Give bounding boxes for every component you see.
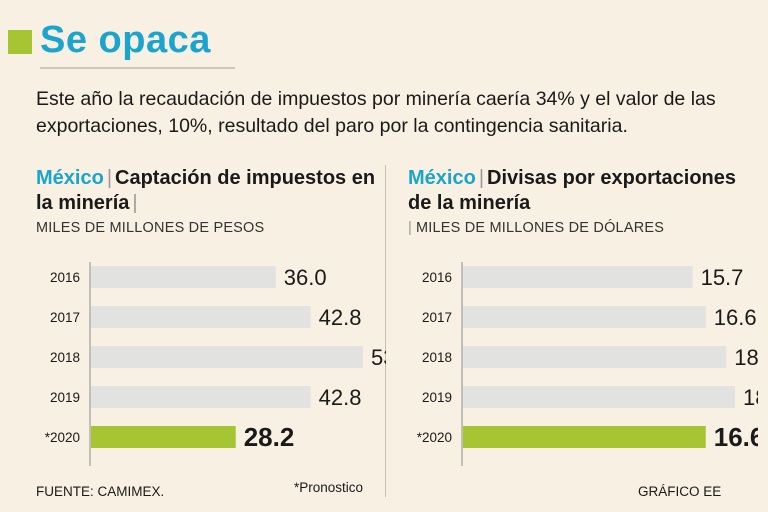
category-label: 2019	[50, 390, 80, 405]
footer-credit: GRÁFICO EE	[638, 484, 722, 499]
bar	[91, 346, 363, 368]
value-label: 28.2	[244, 422, 295, 452]
separator: |	[478, 167, 485, 189]
chart-exports: 2016 15.7 2017 16.6 2018 18.0 2019 18.6 *2020 16.…	[417, 262, 758, 466]
bar-highlight	[463, 426, 706, 448]
panel-exports: México | Divisas por exportaciones de la m…	[408, 166, 758, 236]
value-label: 16.6	[714, 422, 758, 452]
page-title: Se opaca	[40, 19, 211, 61]
panel-exports-country: México	[408, 167, 476, 189]
separator: |	[106, 167, 113, 189]
panel-exports-heading: México | Divisas por exportaciones de la m…	[408, 166, 758, 216]
value-label: 42.8	[319, 385, 362, 410]
bar	[463, 266, 693, 288]
panel-exports-title: Divisas por exportaciones de la minería	[408, 167, 736, 214]
separator: |	[132, 192, 138, 214]
value-label: 18.0	[734, 345, 758, 370]
value-label: 36.0	[284, 265, 327, 290]
bar-highlight	[91, 426, 236, 448]
bar	[463, 386, 735, 408]
panel-taxes: México | Captación de impuestos en la mine…	[36, 166, 386, 236]
panel-divider	[385, 165, 386, 497]
category-label: 2019	[422, 390, 452, 405]
category-label: 2016	[50, 270, 80, 285]
category-label: 2016	[422, 270, 452, 285]
chart-taxes: 2016 36.0 2017 42.8 2018 53.0 2019 42.8 *2020 28.…	[45, 262, 386, 466]
bar	[91, 386, 311, 408]
title-accent-square	[8, 30, 32, 54]
value-label: 15.7	[701, 265, 744, 290]
value-label: 18.6	[743, 385, 758, 410]
value-label: 53.0	[371, 345, 386, 370]
category-label: 2017	[422, 310, 452, 325]
category-label: 2017	[50, 310, 80, 325]
footer-source: FUENTE: CAMIMEX.	[36, 484, 165, 499]
panel-exports-units: MILES DE MILLONES DE DÓLARES	[415, 220, 665, 236]
bar	[91, 306, 311, 328]
separator: |	[408, 220, 412, 236]
title-underline	[40, 67, 235, 69]
panel-taxes-title: Captación de impuestos en la minería	[36, 167, 376, 214]
bar	[91, 266, 276, 288]
category-label: 2018	[422, 350, 452, 365]
bar	[463, 346, 727, 368]
panel-taxes-heading: México | Captación de impuestos en la mine…	[36, 166, 386, 216]
category-label: 2018	[50, 350, 80, 365]
value-label: 42.8	[319, 305, 362, 330]
category-label: *2020	[45, 430, 80, 445]
footer-note: *Pronostico	[294, 480, 364, 495]
intro-text: Este año la recaudación de impuestos por…	[36, 88, 716, 137]
panel-taxes-units: MILES DE MILLONES DE PESOS	[36, 220, 265, 236]
value-label: 16.6	[714, 305, 757, 330]
bar	[463, 306, 706, 328]
category-label: *2020	[417, 430, 452, 445]
panel-exports-units-row: | MILES DE MILLONES DE DÓLARES	[408, 220, 758, 236]
panel-taxes-country: México	[36, 167, 104, 189]
